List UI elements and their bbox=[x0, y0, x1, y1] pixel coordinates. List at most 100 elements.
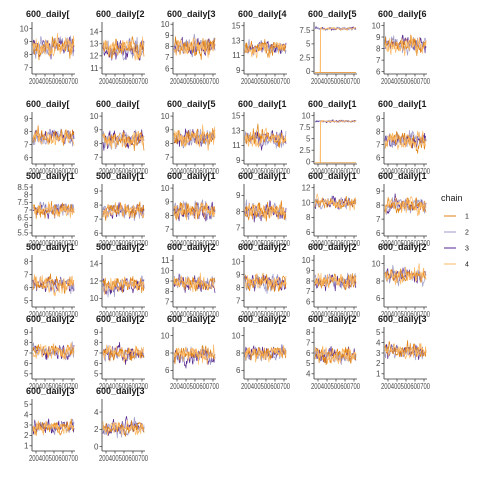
trace-panel: 600_daily[2 11 12 13 14 200400500600700 bbox=[90, 9, 149, 86]
x-tick-labels: 200400500600700 bbox=[311, 310, 360, 319]
trace-panel: 600_daily[2 5 67 89 200400500600700 bbox=[94, 314, 148, 391]
y-tick-label: 6.5 bbox=[17, 213, 29, 222]
trace-panel: 600_daily[3 1 23 45 200400500600700 bbox=[376, 314, 430, 391]
y-tick-label: 10 bbox=[232, 331, 241, 340]
y-tick-label: 7 bbox=[165, 153, 170, 162]
chain-2-trace bbox=[32, 201, 75, 216]
y-tick-label: 7 bbox=[24, 140, 29, 149]
x-tick-labels: 200400500600700 bbox=[99, 239, 148, 248]
y-tick-label: 14 bbox=[90, 259, 99, 268]
chain-4-trace bbox=[314, 345, 357, 365]
panel-title: 500_daily[1 bbox=[26, 242, 75, 252]
y-tick-label: 8.5 bbox=[17, 183, 29, 192]
y-tick-label: 8 bbox=[306, 277, 311, 286]
panel-title: 600_daily[2 bbox=[308, 242, 357, 252]
y-tick-label: 8 bbox=[165, 42, 170, 51]
legend-label-chain-1: 1 bbox=[465, 214, 469, 221]
y-tick-label: 6 bbox=[376, 229, 381, 238]
y-tick-label: 8 bbox=[165, 139, 170, 148]
chain-4-trace bbox=[244, 127, 287, 148]
y-tick-label: 7 bbox=[24, 349, 29, 358]
panel-title: 500_daily[1 bbox=[96, 171, 145, 181]
panel-title: 600_daily[1 bbox=[378, 99, 427, 109]
trace-panel: 600_daily[1 7 8 9 10 200400500600700 bbox=[161, 171, 220, 248]
y-tick-label: 8 bbox=[376, 277, 381, 286]
y-tick-label: 7 bbox=[24, 63, 29, 72]
y-tick-label: 11 bbox=[232, 51, 241, 60]
y-tick-label: 8 bbox=[94, 338, 99, 347]
chain-3-trace bbox=[244, 274, 287, 292]
y-tick-label: 10 bbox=[302, 198, 311, 207]
y-tick-label: 6 bbox=[24, 359, 29, 368]
y-tick-label: 8 bbox=[376, 127, 381, 136]
y-tick-label: 8 bbox=[376, 44, 381, 53]
y-tick-label: 0 bbox=[306, 157, 311, 166]
x-tick-labels: 200400500600700 bbox=[241, 382, 290, 391]
chain-4-trace bbox=[315, 119, 357, 163]
facet-panels: 600_daily[78910200400500600700600_daily[… bbox=[17, 9, 430, 463]
panel-title: 600_daily[2 bbox=[96, 314, 145, 324]
legend-label-chain-3: 3 bbox=[465, 246, 469, 253]
panel-title: 600_daily[1 bbox=[238, 99, 287, 109]
chain-4-trace bbox=[173, 272, 216, 293]
chain-4-trace bbox=[314, 193, 357, 211]
y-tick-label: 9 bbox=[165, 277, 170, 286]
y-tick-label: 6 bbox=[24, 283, 29, 292]
y-tick-label: 6 bbox=[376, 67, 381, 76]
x-tick-labels: 200400500600700 bbox=[99, 77, 148, 86]
panel-title: 600_daily[1 bbox=[308, 171, 357, 181]
chain-4-trace bbox=[102, 344, 145, 363]
panel-title: 600_daily[2 bbox=[26, 314, 75, 324]
y-tick-label: 6 bbox=[376, 153, 381, 162]
trace-panel: 500_daily[2 10 12 14 200400500600700 bbox=[90, 242, 149, 319]
panel-title: 600_daily[3 bbox=[96, 386, 145, 396]
chain-4-trace bbox=[32, 201, 75, 219]
panel-title: 600_daily[1 bbox=[238, 171, 287, 181]
y-tick-label: 5.5 bbox=[17, 229, 29, 238]
x-tick-labels: 200400500600700 bbox=[29, 77, 78, 86]
y-tick-label: 2 bbox=[94, 425, 99, 434]
chain-4-trace bbox=[173, 202, 216, 221]
y-tick-label: 11 bbox=[90, 64, 99, 73]
panel-title: 500_daily[1 bbox=[26, 171, 75, 181]
trace-panel: 600_daily[2 6 8 10 200400500600700 bbox=[161, 314, 220, 391]
trace-panel: 600_daily[6 7 8 9 200400500600700 bbox=[24, 99, 78, 176]
y-tick-label: 6 bbox=[306, 349, 311, 358]
y-tick-label: 8 bbox=[306, 213, 311, 222]
y-tick-label: 7 bbox=[306, 287, 311, 296]
y-tick-label: 4 bbox=[376, 338, 381, 347]
trace-panel: 600_daily[2 6 8 10 200400500600700 bbox=[232, 314, 291, 391]
x-tick-labels: 200400500600700 bbox=[29, 239, 78, 248]
y-tick-label: 9 bbox=[24, 114, 29, 123]
panel-title: 600_daily[ bbox=[96, 99, 140, 109]
trace-panel: 600_daily[1 6 8 10 12 200400500600700 bbox=[302, 171, 361, 248]
y-tick-label: 10 bbox=[232, 257, 241, 266]
y-tick-label: 8 bbox=[306, 328, 311, 337]
legend-entries: 1 2 3 4 bbox=[444, 214, 469, 269]
y-tick-label: 10 bbox=[161, 20, 170, 29]
trace-panel: 500_daily[1 6 7 8 9 200400500600700 bbox=[94, 171, 148, 248]
x-tick-labels: 200400500600700 bbox=[311, 239, 360, 248]
y-tick-label: 7 bbox=[376, 56, 381, 65]
legend-title: chain bbox=[441, 193, 463, 203]
y-tick-label: 9 bbox=[236, 270, 241, 279]
chain-2-trace bbox=[384, 344, 427, 361]
x-tick-labels: 200400500600700 bbox=[381, 167, 430, 176]
y-tick-label: 6 bbox=[24, 153, 29, 162]
y-tick-label: 3 bbox=[376, 349, 381, 358]
y-tick-label: 9 bbox=[306, 266, 311, 275]
y-tick-label: 4 bbox=[94, 408, 99, 417]
y-tick-label: 5 bbox=[24, 400, 29, 409]
y-tick-label: 8 bbox=[24, 50, 29, 59]
y-tick-label: 8 bbox=[94, 139, 99, 148]
chain-4-trace bbox=[173, 344, 216, 365]
chain-4-trace bbox=[384, 35, 427, 57]
x-tick-labels: 200400500600700 bbox=[29, 382, 78, 391]
trace-panel: 600_daily[1 0 2.5 5 7.5 10 200400500600700 bbox=[299, 99, 360, 176]
panel-title: 600_daily[2 bbox=[167, 314, 216, 324]
panel-title: 600_daily[3 bbox=[167, 9, 216, 19]
trace-panel: 600_daily[1 7 8 9 200400500600700 bbox=[236, 171, 290, 248]
